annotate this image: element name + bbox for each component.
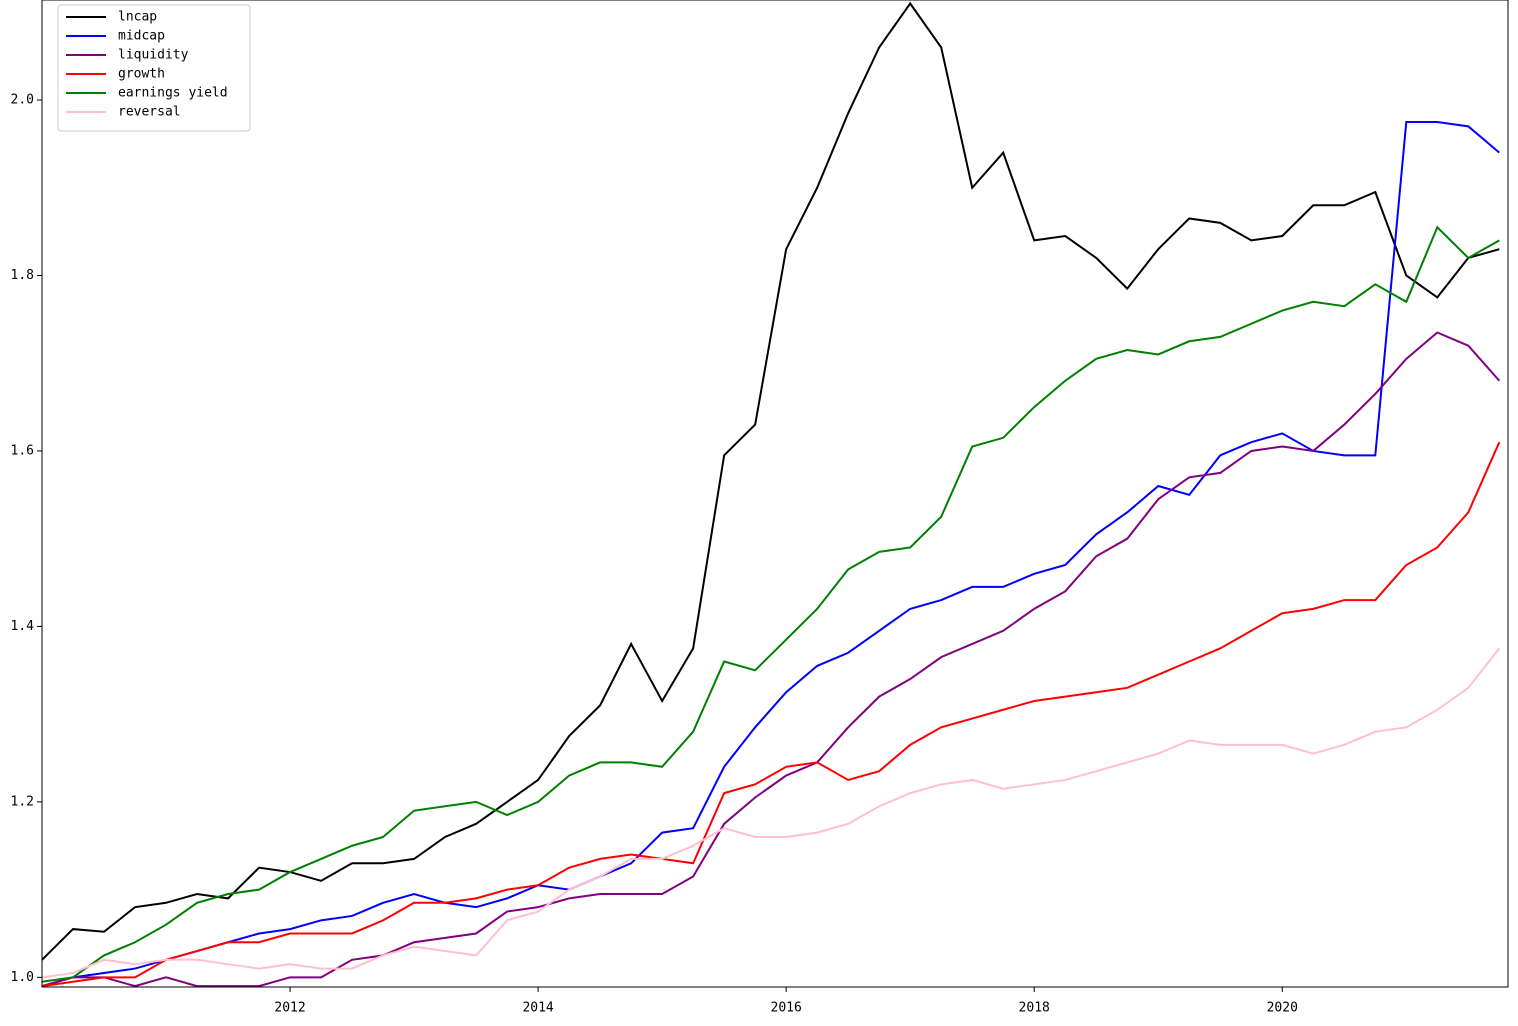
legend-label: earnings yield — [118, 86, 228, 101]
y-tick-label: 1.8 — [11, 268, 34, 283]
plot-frame — [41, 0, 1509, 988]
legend-label: reversal — [118, 105, 181, 120]
x-tick-label: 2016 — [771, 1001, 802, 1016]
x-tick-label: 2012 — [274, 1001, 305, 1016]
x-tick-label: 2020 — [1267, 1001, 1298, 1016]
legend-label: lncap — [118, 10, 157, 25]
legend-label: liquidity — [118, 48, 189, 63]
line — [41, 120, 1500, 988]
y-tick-label: 2.0 — [11, 93, 34, 108]
line — [41, 647, 1501, 979]
line — [41, 441, 1501, 988]
y-tick-label: 1.2 — [11, 794, 34, 809]
legend-label: growth — [118, 67, 165, 82]
y-tick-label: 1.0 — [11, 970, 34, 985]
y-tick-label: 1.6 — [11, 443, 34, 458]
y-tick-label: 1.4 — [11, 619, 35, 634]
x-tick-label: 2018 — [1019, 1001, 1050, 1016]
line — [41, 1, 1500, 961]
line — [41, 331, 1501, 988]
legend-label: midcap — [118, 29, 165, 44]
x-tick-label: 2014 — [522, 1001, 553, 1016]
line — [41, 225, 1500, 983]
